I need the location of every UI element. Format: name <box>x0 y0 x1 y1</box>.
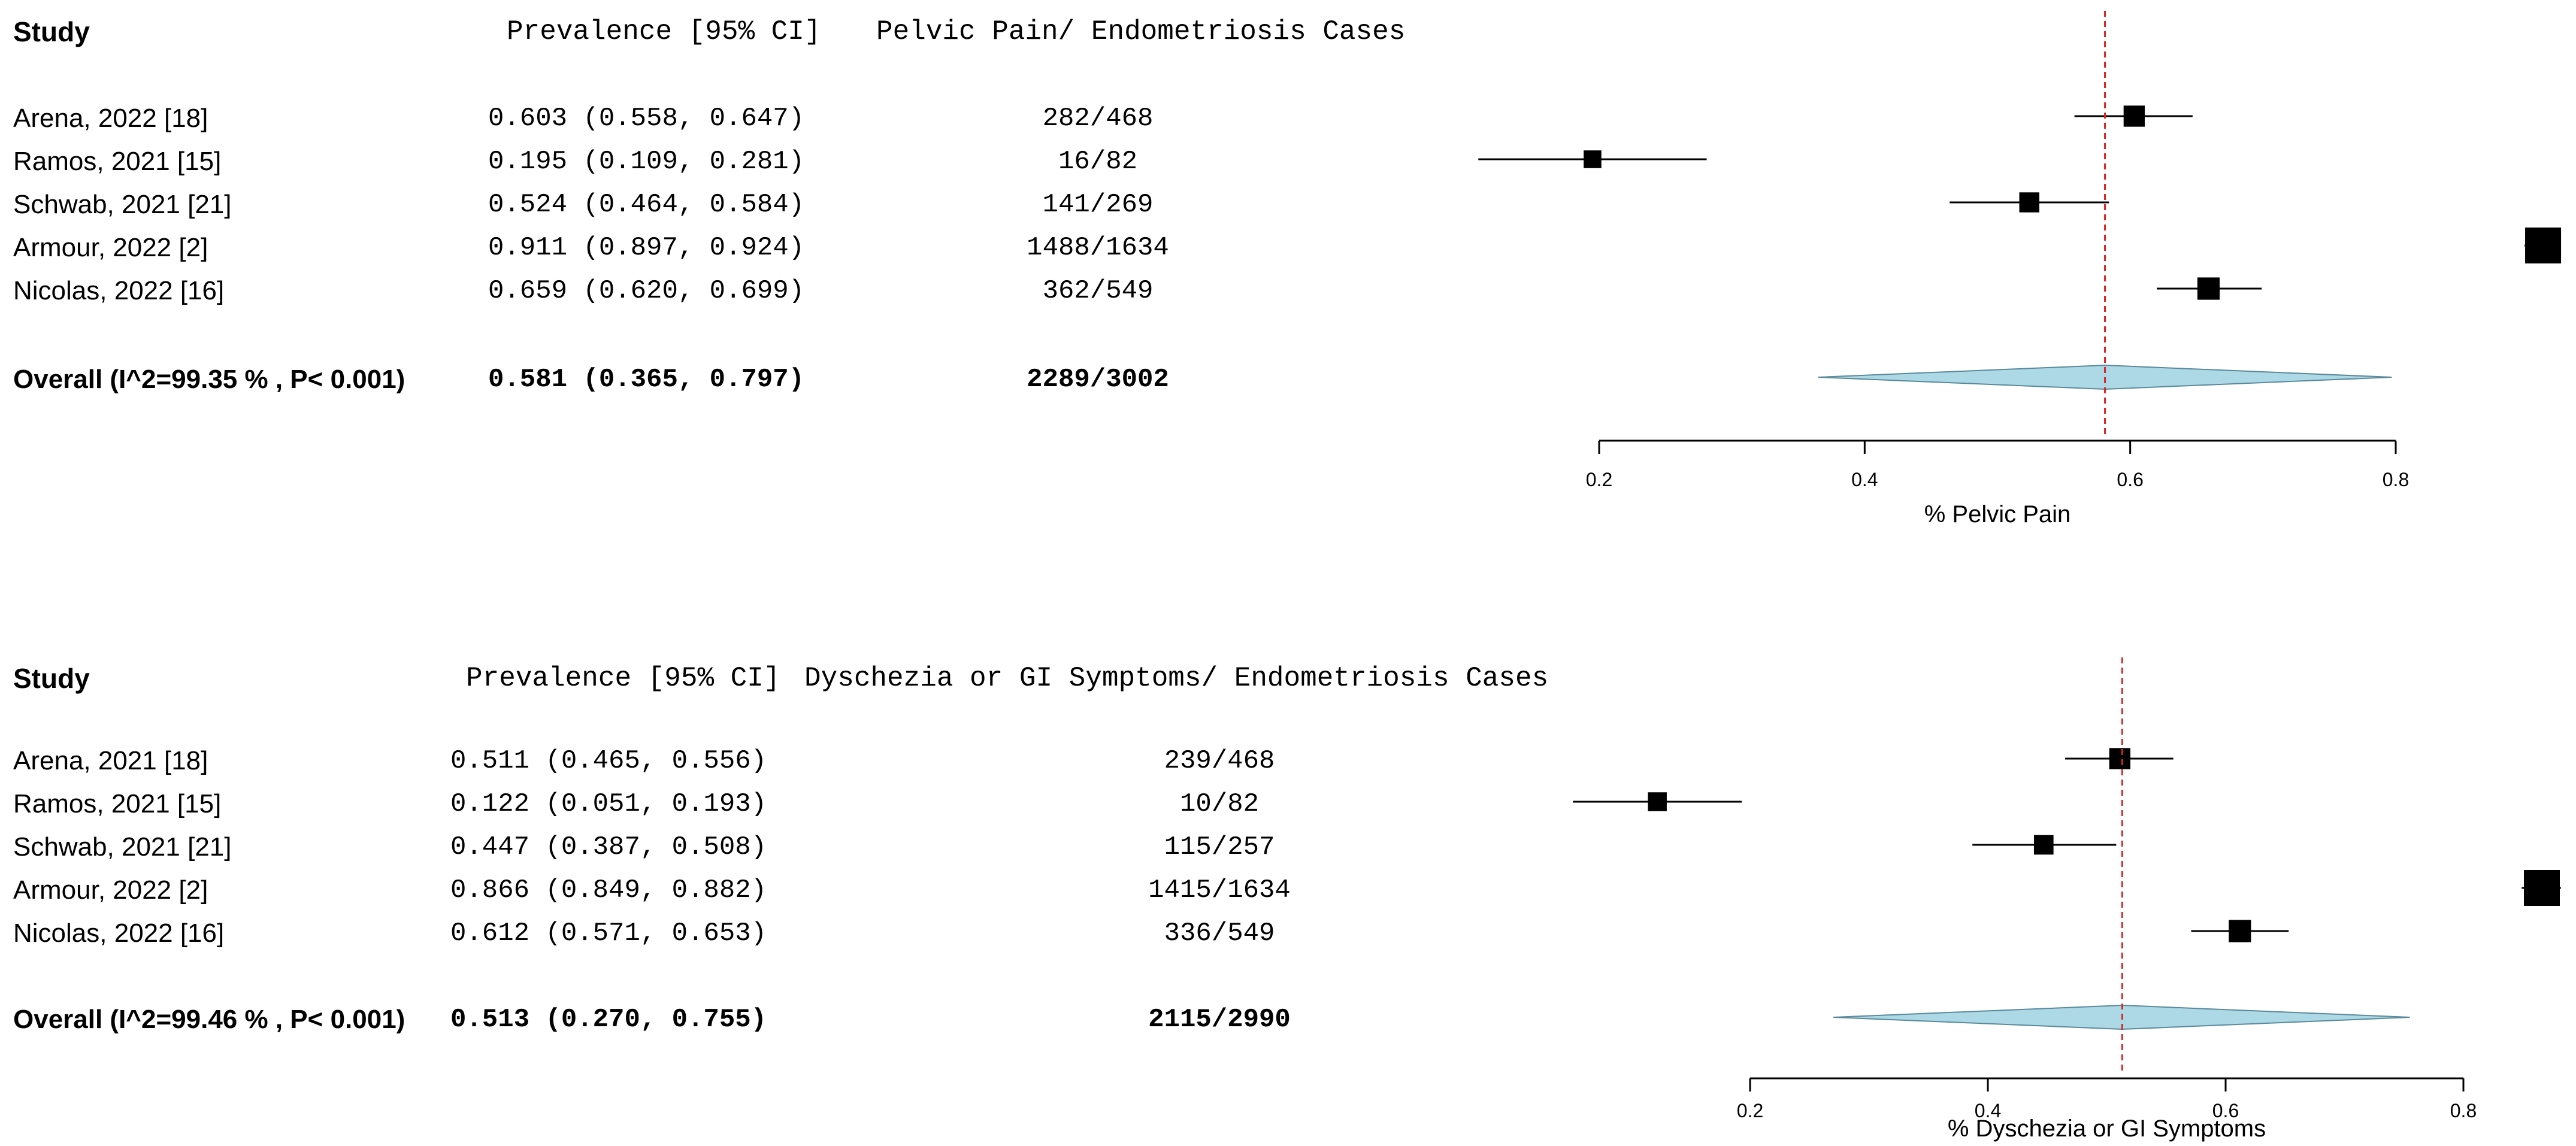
study-cases: 10/82 <box>1179 789 1260 819</box>
study-label: Schwab, 2021 [21] <box>13 190 232 219</box>
overall-ci-text: 0.581 (0.365, 0.797) <box>488 365 805 395</box>
study-point <box>2123 105 2145 127</box>
study-ci-text: 0.603 (0.558, 0.647) <box>488 104 805 134</box>
forest-plot-dyschezia: Study Prevalence [95% CI] Dyschezia or G… <box>0 647 2576 1146</box>
study-point <box>2019 192 2039 213</box>
study-label: Ramos, 2021 [15] <box>13 789 222 818</box>
overall-cases: 2289/3002 <box>1027 365 1169 395</box>
study-ci-text: 0.195 (0.109, 0.281) <box>488 147 805 177</box>
study-cases: 1415/1634 <box>1148 875 1291 905</box>
study-point <box>2229 920 2251 942</box>
header-cases: Pelvic Pain/ Endometriosis Cases <box>876 16 1406 47</box>
x-tick-label: 0.2 <box>1586 469 1612 490</box>
x-tick-label: 0.6 <box>2212 1100 2239 1121</box>
study-label: Armour, 2022 [2] <box>13 233 208 262</box>
study-cases: 239/468 <box>1164 746 1275 776</box>
x-axis-label: % Dyschezia or GI Symptoms <box>1948 1115 2266 1142</box>
study-cases: 282/468 <box>1042 104 1154 134</box>
study-label: Nicolas, 2022 [16] <box>13 918 225 948</box>
study-cases: 362/549 <box>1042 276 1154 306</box>
x-tick-label: 0.6 <box>2117 469 2143 490</box>
x-tick-label: 0.4 <box>1975 1100 2001 1121</box>
study-label: Arena, 2021 [18] <box>13 746 208 775</box>
x-axis-label: % Pelvic Pain <box>1924 501 2071 527</box>
header-cases: Dyschezia or GI Symptoms/ Endometriosis … <box>804 663 1549 694</box>
study-label: Arena, 2022 [18] <box>13 104 208 133</box>
study-point <box>2109 748 2130 769</box>
study-ci-text: 0.122 (0.051, 0.193) <box>450 789 767 819</box>
study-point <box>1584 150 1602 168</box>
study-ci-text: 0.659 (0.620, 0.699) <box>488 276 805 306</box>
forest-plot-pelvic-pain: Study Prevalence [95% CI] Pelvic Pain/ E… <box>13 11 2562 527</box>
x-tick-label: 0.4 <box>1851 469 1878 490</box>
study-label: Armour, 2022 [2] <box>13 875 208 905</box>
study-ci-text: 0.524 (0.464, 0.584) <box>488 190 805 220</box>
study-cases: 1488/1634 <box>1027 233 1169 263</box>
study-label: Schwab, 2021 [21] <box>13 832 232 862</box>
study-point <box>2033 835 2054 855</box>
header-prevalence: Prevalence [95% CI] <box>507 16 821 47</box>
study-cases: 141/269 <box>1042 190 1154 220</box>
x-tick-label: 0.2 <box>1737 1100 1763 1121</box>
overall-label: Overall (I^2=99.35 % , P< 0.001) <box>13 365 405 394</box>
study-cases: 336/549 <box>1164 918 1275 948</box>
study-point <box>2524 870 2560 906</box>
study-cases: 115/257 <box>1164 832 1275 862</box>
study-ci-text: 0.511 (0.465, 0.556) <box>450 746 767 776</box>
study-point <box>1648 792 1667 811</box>
x-tick-label: 0.8 <box>2450 1100 2477 1121</box>
study-label: Ramos, 2021 [15] <box>13 147 222 176</box>
study-ci-text: 0.866 (0.849, 0.882) <box>450 875 767 905</box>
forest-plot-area: 0.2 0.4 0.6 0.8 % Pelvic Pain <box>1478 11 2562 527</box>
header-study: Study <box>13 663 90 694</box>
study-point <box>2197 277 2220 300</box>
overall-label: Overall (I^2=99.46 % , P< 0.001) <box>13 1005 405 1034</box>
x-tick-label: 0.8 <box>2383 469 2409 490</box>
study-cases: 16/82 <box>1058 147 1138 177</box>
header-study: Study <box>13 16 90 47</box>
study-point <box>2525 228 2562 263</box>
header-prevalence: Prevalence [95% CI] <box>466 663 780 694</box>
overall-ci-text: 0.513 (0.270, 0.755) <box>450 1005 767 1035</box>
study-label: Nicolas, 2022 [16] <box>13 276 225 305</box>
study-ci-text: 0.911 (0.897, 0.924) <box>488 233 805 263</box>
study-ci-text: 0.612 (0.571, 0.653) <box>450 918 767 948</box>
overall-cases: 2115/2990 <box>1148 1005 1291 1035</box>
study-ci-text: 0.447 (0.387, 0.508) <box>450 832 767 862</box>
forest-plot-area: 0.2 0.4 0.6 0.8 % Dyschezia or GI Symptoms <box>1573 657 2561 1142</box>
